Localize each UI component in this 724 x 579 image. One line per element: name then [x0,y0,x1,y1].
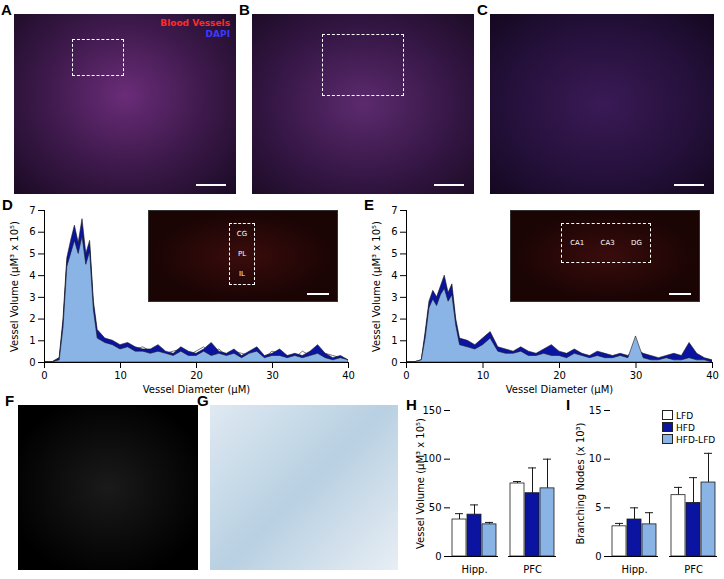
svg-text:100: 100 [422,453,442,465]
html-text:HFD: HFD [676,423,695,433]
html-text:LFD: LFD [676,411,694,421]
svg-text:1: 1 [29,335,35,346]
html-text:CA1: CA1 [570,239,585,247]
svg-text:50: 50 [429,502,442,513]
svg-text:0: 0 [595,551,601,562]
html-text:IL: IL [239,270,245,278]
html-text:CG: CG [236,230,248,238]
svg-text:2: 2 [391,313,397,324]
svg-text:Vessel Volume (μM³ x 10⁵): Vessel Volume (μM³ x 10⁵) [415,418,426,549]
svg-text:5: 5 [29,248,35,259]
svg-text:Hipp.: Hipp. [461,564,487,575]
html-text:DG: DG [631,239,642,247]
svg-text:7: 7 [391,205,397,216]
svg-text:5: 5 [391,248,397,259]
html-text:HFD-LFD: HFD-LFD [676,435,716,445]
svg-text:5: 5 [595,502,601,513]
html-text:D: D [2,196,13,213]
html-text:CA3: CA3 [600,239,615,247]
svg-text:6: 6 [29,226,35,237]
svg-text:0: 0 [403,370,409,381]
html-text:C: C [477,1,488,18]
html-text:Blood Vessels: Blood Vessels [160,18,230,28]
svg-text:20: 20 [190,370,203,381]
svg-text:Vessel Volume (μM³ x 10⁵): Vessel Volume (μM³ x 10⁵) [9,221,20,352]
svg-text:7: 7 [29,205,35,216]
svg-text:150: 150 [422,405,441,416]
svg-text:Hipp.: Hipp. [621,564,647,575]
svg-text:Vessel Volume (μM³ x 10⁵): Vessel Volume (μM³ x 10⁵) [371,221,382,352]
svg-text:0: 0 [435,551,441,562]
svg-text:40: 40 [706,370,719,381]
html-text:B: B [239,1,250,18]
svg-text:0: 0 [391,357,397,368]
svg-text:4: 4 [391,270,397,281]
svg-text:10: 10 [477,370,490,381]
svg-text:Branching Nodes (x 10³): Branching Nodes (x 10³) [575,422,586,544]
svg-text:10: 10 [589,453,602,464]
svg-text:15: 15 [589,405,602,416]
html-text:H: H [406,396,417,413]
html-text:DAPI: DAPI [205,29,230,39]
html-text:PL: PL [237,250,247,258]
svg-text:Vessel Diameter (μM): Vessel Diameter (μM) [506,384,614,395]
svg-text:1: 1 [391,335,397,346]
svg-text:3: 3 [29,292,35,303]
svg-text:40: 40 [342,370,355,381]
svg-text:6: 6 [391,226,397,237]
html-text:F: F [5,392,15,409]
svg-text:0: 0 [41,370,47,381]
html-text:E: E [364,196,374,213]
svg-text:0: 0 [29,357,35,368]
html-text:I: I [566,396,571,413]
svg-text:2: 2 [29,313,35,324]
html-text:G: G [197,392,209,409]
svg-text:3: 3 [391,292,397,303]
svg-text:PFC: PFC [684,564,703,575]
html-text:A: A [1,1,12,18]
svg-text:4: 4 [29,270,35,281]
svg-text:30: 30 [630,370,643,381]
svg-text:30: 30 [266,370,279,381]
svg-text:PFC: PFC [523,564,542,575]
svg-text:10: 10 [114,370,127,381]
svg-text:Vessel Diameter (μM): Vessel Diameter (μM) [143,384,251,395]
svg-text:20: 20 [553,370,566,381]
